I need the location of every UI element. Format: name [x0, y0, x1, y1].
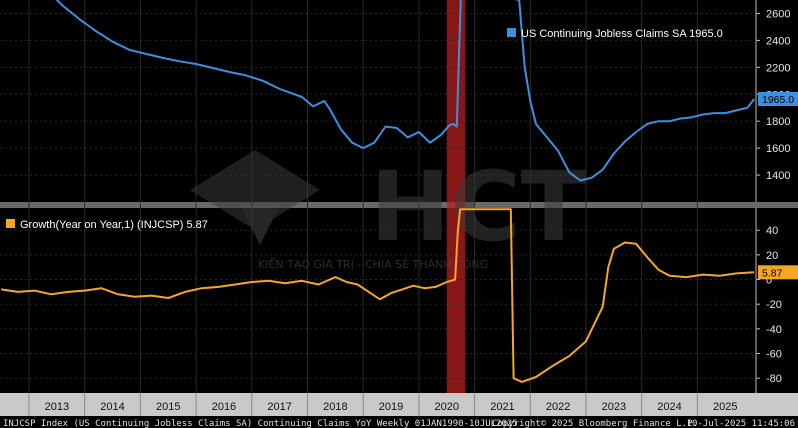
last-value-badge-growth: 5.87: [758, 265, 798, 280]
footer-left: INJCSP Index (US Continuing Jobless Clai…: [3, 419, 518, 428]
y-tick-label: -20: [766, 299, 782, 311]
x-tick-label: 2017: [267, 401, 291, 413]
last-value-badge-claims: 1965.0: [758, 92, 798, 106]
y-tick-label: 2200: [766, 62, 790, 74]
y-tick-label: -40: [766, 324, 782, 336]
last-value-badge-bg: [758, 265, 798, 280]
series-line-claims: [55, 0, 755, 182]
y-tick-label: -60: [766, 349, 782, 361]
x-tick-label: 2018: [323, 401, 347, 413]
y-tick-label: -80: [766, 373, 782, 385]
footer-right: 10-Jul-2025 11:45:06: [687, 419, 795, 428]
watermark-logo-text: HCT: [370, 151, 586, 263]
series-line-growth: [0, 208, 755, 383]
y-axis-strip: [756, 0, 798, 393]
series-lines: [0, 0, 755, 383]
y-tick-label: 0: [766, 275, 772, 287]
last-value-growth: 5.87: [762, 267, 783, 279]
y-tick-label: 2400: [766, 35, 790, 47]
x-tick-label: 2022: [546, 401, 570, 413]
x-tick-label: 2015: [156, 401, 180, 413]
grid-group: [0, 0, 756, 393]
legend-label-growth: Growth(Year on Year,1) (INJCSP) 5.87: [20, 219, 208, 231]
x-tick-label: 2014: [100, 401, 124, 413]
panel-separator: [0, 202, 798, 208]
y-tick-label: 40: [766, 225, 778, 237]
watermark-diamond-icon: [190, 150, 320, 230]
y-tick-label: 20: [766, 250, 778, 262]
x-tick-label: 2024: [657, 401, 681, 413]
legend-label-claims: US Continuing Jobless Claims SA 1965.0: [521, 28, 723, 40]
footer-bar: [0, 416, 798, 428]
y-tick-label: 1400: [766, 170, 790, 182]
last-value-badge-bg: [758, 92, 798, 106]
x-tick-label: 2025: [713, 401, 737, 413]
y-tick-label: 1600: [766, 143, 790, 155]
y-tick-label: 1800: [766, 116, 790, 128]
x-tick-label: 2021: [490, 401, 514, 413]
x-tick-labels: 2013 2014 2015 2016 2017 2018 2019 2020 2021 2022…: [28, 393, 737, 416]
watermark-arrow-icon: [240, 205, 280, 245]
legend-top: US Continuing Jobless Claims SA 1965.0: [507, 28, 723, 40]
legend-swatch-growth: [6, 219, 15, 228]
last-value-claims: 1965.0: [762, 94, 794, 106]
legend-swatch-claims: [507, 28, 516, 37]
footer-center: Copyright© 2025 Bloomberg Finance L.P.: [492, 419, 698, 428]
x-tick-label: 2013: [45, 401, 69, 413]
recession-band-group: [446, 0, 466, 393]
legend-bottom: Growth(Year on Year,1) (INJCSP) 5.87: [6, 219, 208, 231]
recession-band: [446, 0, 466, 393]
x-tick-label: 2016: [212, 401, 236, 413]
x-tick-label: 2019: [379, 401, 403, 413]
y-tick-label: 2600: [766, 8, 790, 20]
x-axis-bar: [0, 393, 798, 416]
watermark-tagline: KIẾN TẠO GIÁ TRỊ - CHIA SẺ THÀNH CÔNG: [258, 257, 488, 271]
y-tick-labels: 260024002200200018001600140040200-20-40-…: [756, 8, 790, 385]
hct-watermark: HCT KIẾN TẠO GIÁ TRỊ - CHIA SẺ THÀNH CÔN…: [190, 150, 586, 271]
x-tick-label: 2023: [602, 401, 626, 413]
x-tick-label: 2020: [435, 401, 459, 413]
